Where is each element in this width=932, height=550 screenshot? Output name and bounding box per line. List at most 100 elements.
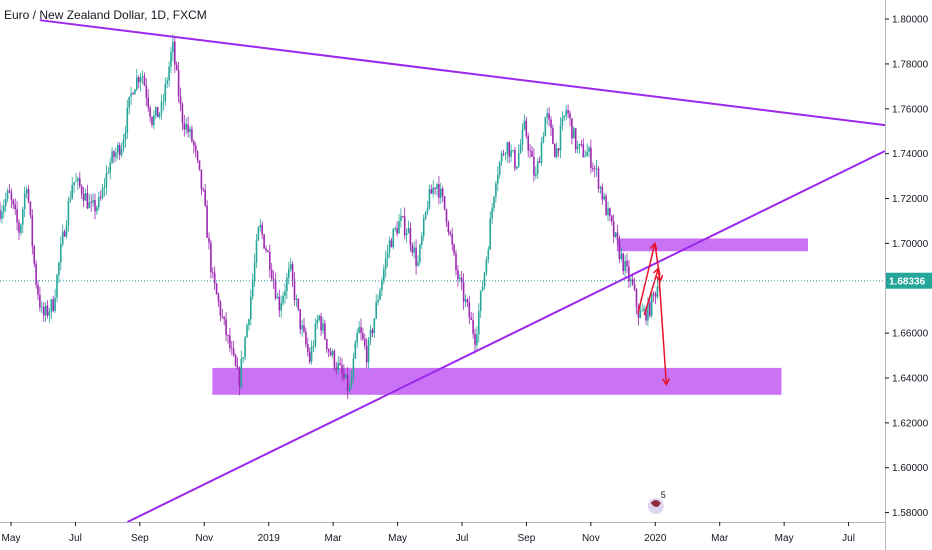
candle-body [225,319,227,336]
candle-body [491,208,493,219]
candle-body [652,293,655,295]
lower-demand-zone[interactable] [212,367,782,395]
ascending-support-trendline[interactable] [127,150,886,523]
candle-body [263,234,265,249]
candle-body [276,296,279,299]
candle-body [187,124,189,133]
candle-body [569,113,571,119]
candle-body [145,85,148,98]
candle-body [158,113,161,118]
candle-body [94,200,96,212]
candle-body [593,168,596,170]
candle-body [445,209,448,223]
candle-body [356,333,358,343]
candle-body [312,345,315,348]
candle-body [46,305,49,316]
candle-body [384,258,387,270]
candle-body [561,117,564,126]
candle-body [136,77,138,90]
candle-body [274,281,277,299]
candle-body [502,153,505,155]
candle-body [149,107,151,117]
y-tick-label: 1.64000 [892,373,929,384]
candle-body [37,284,39,295]
candle-body [403,216,406,236]
candle-body [156,107,159,118]
candle-body [42,307,45,316]
x-tick-label: 2020 [644,533,667,544]
candle-body [649,302,651,316]
candle-body [554,143,556,158]
candle-body [314,323,317,346]
candle-body [44,305,47,316]
rose-icon [650,500,661,507]
projection-arrow-3[interactable] [657,268,668,385]
candle-body [335,367,338,370]
candle-body [14,204,16,210]
candle-body [175,64,178,70]
candle-body [607,208,609,216]
candle-body [310,347,313,362]
candle-body [242,357,244,359]
candle-body [533,156,535,176]
candle-body [350,377,353,388]
projection-arrow-2[interactable] [643,267,660,316]
candle-body [303,325,305,332]
candle-body [643,308,645,311]
x-tick-label: Nov [582,533,600,544]
candle-body [286,277,288,292]
candle-body [441,188,444,197]
candle-body [240,358,243,387]
y-tick-label: 1.58000 [892,508,929,519]
candle-body [213,272,216,284]
candle-body [128,96,130,108]
candle-body [527,136,529,151]
candle-body [447,222,450,233]
candle-body [459,277,461,280]
candle-body [466,299,469,303]
candle-body [428,189,431,209]
candle-body [210,242,212,273]
candle-body [548,113,550,120]
candle-body [573,128,575,139]
candle-body [443,196,446,210]
candle-body [221,315,224,317]
candle-body [305,331,307,345]
candle-body [407,227,410,234]
candle-body [432,187,434,194]
candle-body [115,152,117,158]
candle-body [440,188,442,198]
candle-body [98,196,100,208]
candle-body [500,153,503,163]
candle-body [468,302,471,318]
candle-body [111,151,113,163]
upper-supply-zone[interactable] [616,238,809,252]
candle-body [647,302,649,321]
candle-body [50,299,53,312]
candle-body [269,251,271,270]
candle-body [253,262,256,281]
candle-body [645,308,647,321]
candle-body [71,185,73,199]
watermark-number: 5 [661,490,666,500]
candle-body [531,151,533,157]
candle-body [546,113,548,118]
candle-body [183,123,186,130]
candle-body [107,172,110,174]
candle-body [497,174,499,184]
descending-resistance-trendline[interactable] [39,19,886,127]
candle-body [605,195,607,216]
candle-body [354,342,357,359]
candle-body [61,231,64,245]
candle-body [88,202,91,209]
projection-arrow-0[interactable] [637,243,656,314]
candle-body [457,270,459,280]
candle-body [367,339,370,363]
y-tick-label: 1.62000 [892,418,929,429]
x-tick-label: Nov [195,533,213,544]
candle-body [117,145,119,153]
candle-body [565,110,567,116]
candle-body [411,244,414,253]
candle-body [164,83,167,102]
